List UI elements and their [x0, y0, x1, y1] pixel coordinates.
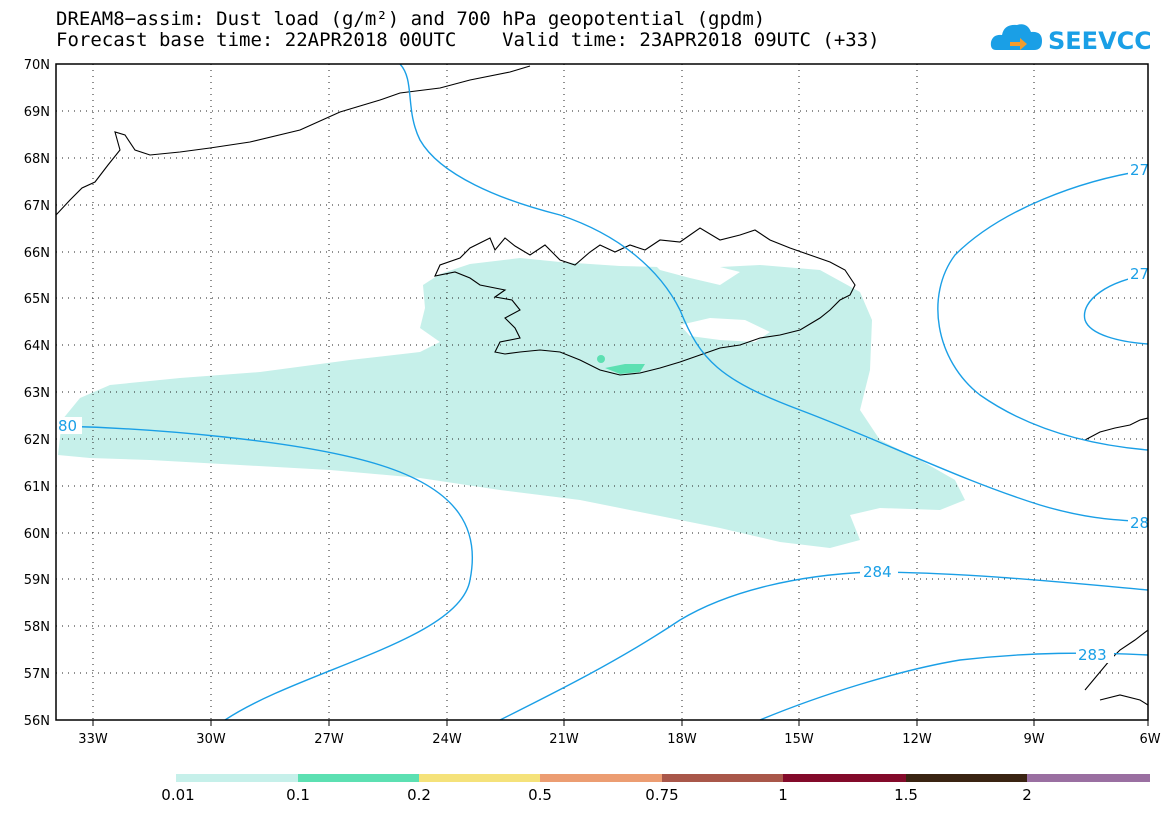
colorbar-label: 0.1: [286, 786, 310, 804]
lon-label: 6W: [1139, 732, 1160, 747]
lat-label: 58N: [24, 620, 50, 635]
colorbar-swatch: [298, 774, 419, 782]
lat-label: 61N: [24, 480, 50, 495]
lon-label: 21W: [549, 732, 579, 747]
contour-27-inner: [1083, 274, 1148, 345]
lon-label: 12W: [902, 732, 932, 747]
colorbar-swatch: [662, 774, 783, 782]
dust-shading-0.01: [58, 258, 965, 548]
lat-label: 67N: [24, 199, 50, 214]
contour-label: 80: [58, 417, 77, 435]
lon-label: 30W: [196, 732, 226, 747]
colorbar-swatch: [783, 774, 906, 782]
lat-label: 63N: [24, 386, 50, 401]
coastline: [56, 65, 1148, 706]
seevccc-logo: SEEVCCC: [990, 16, 1170, 60]
dust-free-patch: [680, 318, 770, 342]
colorbar-label: 0.2: [407, 786, 431, 804]
colorbar-label: 0.75: [645, 786, 679, 804]
cloud-arrow-icon: SEEVCCC: [990, 24, 1170, 55]
lat-label: 70N: [24, 58, 50, 73]
contour-label: 27: [1130, 265, 1149, 283]
contour-label: 283: [1078, 646, 1107, 664]
latitude-labels: 70N 69N 68N 67N 66N 65N 64N 63N 62N 61N …: [24, 58, 50, 729]
lat-label: 60N: [24, 527, 50, 542]
lon-label: 24W: [432, 732, 462, 747]
colorbar-swatch: [419, 774, 540, 782]
colorbar-label: 0.5: [528, 786, 552, 804]
colorbar-swatch: [540, 774, 662, 782]
colorbar-swatch: [176, 774, 298, 782]
colorbar-label: 1: [778, 786, 788, 804]
contour-27-outer: [937, 169, 1148, 451]
map-grid: [56, 64, 1148, 720]
contour-284: [499, 571, 1148, 720]
lat-label: 56N: [24, 714, 50, 729]
colorbar-label: 0.01: [161, 786, 195, 804]
lat-label: 68N: [24, 152, 50, 167]
lat-label: 59N: [24, 573, 50, 588]
contour-north: [399, 64, 1148, 523]
lat-label: 64N: [24, 339, 50, 354]
dust-shading-0.1: [605, 364, 645, 374]
colorbar-label: 1.5: [894, 786, 918, 804]
lon-label: 18W: [667, 732, 697, 747]
colorbar-swatch: [1027, 774, 1150, 782]
dust-free-patch: [640, 250, 740, 285]
lat-label: 65N: [24, 292, 50, 307]
lon-label: 9W: [1023, 732, 1044, 747]
logo-text: SEEVCCC: [1048, 27, 1150, 55]
lon-label: 33W: [78, 732, 108, 747]
forecast-times: Forecast base time: 22APR2018 00UTC Vali…: [56, 29, 880, 51]
contour-label: 28: [1130, 514, 1149, 532]
lat-label: 62N: [24, 433, 50, 448]
colorbar-label: 2: [1022, 786, 1032, 804]
longitude-labels: 33W 30W 27W 24W 21W 18W 15W 12W 9W 6W: [78, 732, 1160, 747]
lon-label: 27W: [314, 732, 344, 747]
lat-label: 69N: [24, 105, 50, 120]
map-title: DREAM8−assim: Dust load (g/m²) and 700 h…: [56, 8, 766, 30]
contour-label: 27: [1130, 161, 1149, 179]
map-frame: [55, 63, 1149, 721]
lat-label: 57N: [24, 667, 50, 682]
contour-280: [56, 425, 474, 720]
contour-label: 284: [863, 563, 892, 581]
colorbar-swatch: [906, 774, 1027, 782]
lon-label: 15W: [784, 732, 814, 747]
lat-label: 66N: [24, 246, 50, 261]
